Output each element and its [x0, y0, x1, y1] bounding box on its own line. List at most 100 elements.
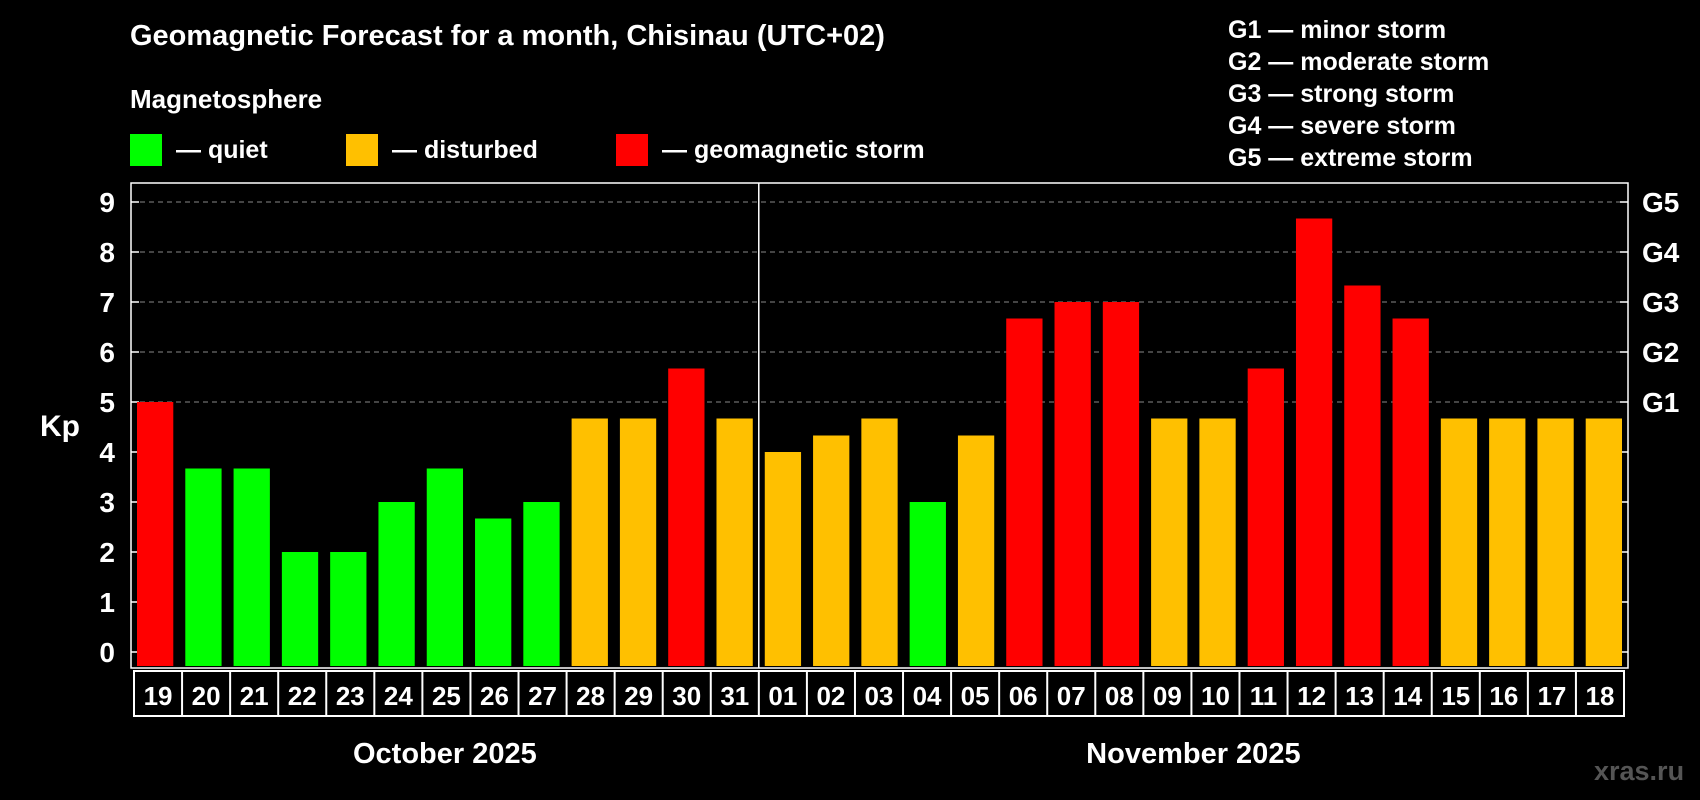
- day-label: 08: [1105, 681, 1134, 711]
- legend-swatch-quiet: [130, 134, 162, 166]
- bar-10: [1199, 418, 1236, 666]
- day-label: 02: [816, 681, 845, 711]
- day-label: 06: [1009, 681, 1038, 711]
- day-label: 12: [1297, 681, 1326, 711]
- bar-27: [523, 502, 560, 666]
- bar-03: [861, 418, 898, 666]
- bar-20: [185, 468, 222, 666]
- g-scale-item: G3 — strong storm: [1228, 80, 1455, 108]
- g-tick-label: G1: [1642, 387, 1679, 418]
- bar-14: [1392, 318, 1429, 666]
- bar-09: [1151, 418, 1188, 666]
- bar-25: [426, 468, 464, 666]
- y-tick-label: 7: [99, 287, 115, 318]
- day-label: 29: [624, 681, 653, 711]
- y-tick-label: 4: [99, 437, 115, 468]
- day-label: 15: [1441, 681, 1470, 711]
- y-tick-label: 3: [99, 487, 115, 518]
- day-label: 16: [1489, 681, 1518, 711]
- bar-02: [813, 435, 850, 666]
- g-scale-item: G4 — severe storm: [1228, 112, 1456, 140]
- y-tick-label: 5: [99, 387, 115, 418]
- bar-16: [1489, 418, 1526, 666]
- bar-18: [1585, 418, 1622, 666]
- day-label: 13: [1345, 681, 1374, 711]
- day-label: 18: [1586, 681, 1615, 711]
- day-label: 30: [672, 681, 701, 711]
- bar-01: [764, 452, 802, 666]
- bar-30: [668, 368, 705, 666]
- bar-26: [475, 518, 512, 666]
- bar-13: [1344, 285, 1381, 666]
- bar-17: [1537, 418, 1574, 666]
- legend-swatch-disturbed: [346, 134, 378, 166]
- bar-28: [571, 418, 608, 666]
- g-tick-label: G5: [1642, 187, 1679, 218]
- month-label: November 2025: [1086, 738, 1300, 770]
- day-label-strip: [133, 670, 1625, 717]
- bar-21: [233, 468, 270, 666]
- y-tick-label: 8: [99, 237, 115, 268]
- g-scale-item: G1 — minor storm: [1228, 16, 1447, 44]
- bar-31: [716, 418, 753, 666]
- bar-08: [1102, 302, 1140, 666]
- bar-07: [1054, 302, 1091, 666]
- bar-05: [957, 435, 995, 666]
- legend-item-quiet: — quiet: [130, 133, 268, 167]
- legend-item-disturbed: — disturbed: [346, 133, 538, 167]
- bar-06: [1006, 318, 1043, 666]
- day-label: 23: [336, 681, 365, 711]
- day-label: 03: [865, 681, 894, 711]
- g-tick-label: G3: [1642, 287, 1679, 318]
- y-axis-label: Kp: [40, 410, 80, 443]
- bar-04: [909, 502, 946, 666]
- day-label: 22: [288, 681, 317, 711]
- y-tick-label: 2: [99, 537, 115, 568]
- day-label: 27: [528, 681, 557, 711]
- plot-frame: [130, 182, 1629, 669]
- day-label: 21: [240, 681, 269, 711]
- day-label: 24: [384, 681, 413, 711]
- g-scale-list: G1 — minor storm G2 — moderate storm G3 …: [1228, 14, 1489, 174]
- y-tick-label: 1: [99, 587, 115, 618]
- legend-item-storm: — geomagnetic storm: [616, 133, 925, 167]
- day-label: 26: [480, 681, 509, 711]
- bar-15: [1440, 418, 1478, 666]
- day-label: 14: [1393, 681, 1422, 711]
- watermark: xras.ru: [1594, 756, 1685, 786]
- g-tick-label: G2: [1642, 337, 1679, 368]
- day-label: 09: [1153, 681, 1182, 711]
- g-scale-item: G2 — moderate storm: [1228, 48, 1490, 76]
- bar-24: [378, 502, 415, 666]
- y-tick-label: 0: [99, 637, 115, 668]
- y-tick-label: 9: [99, 187, 115, 218]
- day-label: 07: [1057, 681, 1086, 711]
- bar-12: [1295, 218, 1333, 666]
- day-label: 10: [1201, 681, 1230, 711]
- bar-29: [619, 418, 657, 666]
- day-label: 20: [192, 681, 221, 711]
- bar-22: [281, 552, 319, 666]
- g-tick-label: G4: [1642, 237, 1680, 268]
- legend-label-quiet: — quiet: [176, 135, 268, 164]
- legend-label-disturbed: — disturbed: [392, 135, 538, 164]
- legend-swatch-storm: [616, 134, 648, 166]
- chart-title: Geomagnetic Forecast for a month, Chisin…: [130, 20, 885, 52]
- bar-23: [330, 552, 367, 666]
- g-scale-item: G5 — extreme storm: [1228, 144, 1473, 172]
- day-label: 25: [432, 681, 461, 711]
- day-label: 31: [720, 681, 749, 711]
- legend-subtitle: Magnetosphere: [130, 84, 323, 114]
- legend-label-storm: — geomagnetic storm: [662, 135, 925, 164]
- y-tick-label: 6: [99, 337, 115, 368]
- day-label: 28: [576, 681, 605, 711]
- day-label: 04: [913, 681, 942, 711]
- month-label: October 2025: [353, 738, 537, 770]
- bar-11: [1247, 368, 1284, 666]
- bar-19: [137, 402, 174, 666]
- day-label: 01: [768, 681, 797, 711]
- day-label: 05: [961, 681, 990, 711]
- day-label: 11: [1250, 681, 1278, 711]
- day-label: 17: [1537, 681, 1566, 711]
